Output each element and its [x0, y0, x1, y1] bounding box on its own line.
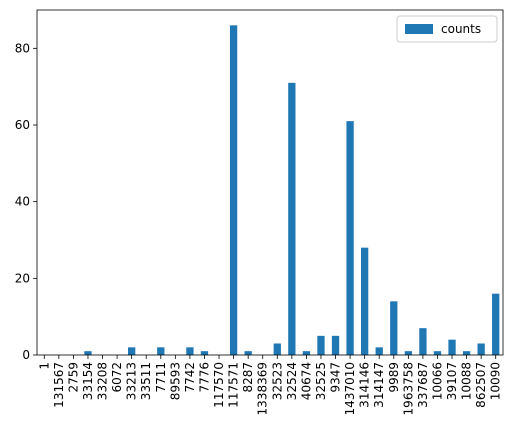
x-tick-label: 8287 [241, 362, 255, 393]
y-tick-label: 40 [15, 195, 30, 209]
x-tick-label: 1437010 [343, 362, 357, 415]
bar [346, 121, 354, 356]
bar [186, 347, 194, 355]
bar [462, 351, 471, 355]
x-tick-label: 314147 [372, 362, 386, 408]
x-tick-label: 33154 [81, 362, 95, 400]
bar [390, 301, 398, 355]
legend-label: counts [441, 22, 481, 36]
x-tick-label: 7776 [197, 362, 211, 393]
x-tick-label: 32525 [314, 362, 328, 400]
x-tick-label: 10066 [430, 362, 444, 400]
legend-box [396, 15, 498, 43]
y-tick-label: 60 [15, 118, 30, 132]
x-tick-label: 7742 [183, 362, 197, 393]
bar [361, 247, 369, 355]
bar [84, 351, 92, 355]
x-tick-label: 2759 [66, 362, 80, 393]
bar [477, 343, 485, 355]
x-tick-label: 6072 [110, 362, 124, 393]
bar [288, 82, 296, 355]
x-tick-label: 10090 [489, 362, 503, 400]
bar [404, 351, 412, 355]
x-tick-label: 117570 [212, 362, 226, 408]
x-tick-label: 314146 [358, 362, 372, 408]
x-tick-label: 39107 [445, 362, 459, 400]
x-tick-label: 9347 [329, 362, 343, 393]
x-tick-label: 1 [37, 362, 51, 370]
y-tick-label: 80 [15, 41, 30, 55]
x-tick-label: 9989 [387, 362, 401, 393]
x-tick-label: 10088 [460, 362, 474, 400]
x-tick-label: 862507 [474, 362, 488, 408]
legend-swatch [405, 24, 433, 34]
bar [200, 351, 209, 355]
y-tick-label: 20 [15, 271, 30, 285]
x-tick-label: 89593 [168, 362, 182, 400]
x-tick-label: 33511 [139, 362, 153, 400]
bar [273, 343, 281, 355]
bar [317, 335, 325, 355]
x-tick-label: 337687 [416, 362, 430, 408]
plot-frame [36, 9, 504, 356]
bar [433, 351, 442, 355]
bar [302, 351, 311, 355]
bar [331, 335, 340, 355]
bar [448, 339, 456, 355]
bar [375, 347, 383, 355]
bar [419, 328, 427, 355]
bar [128, 347, 136, 355]
x-tick-label: 33208 [96, 362, 110, 400]
bar [244, 351, 252, 355]
x-tick-label: 117571 [227, 362, 241, 408]
x-tick-label: 33213 [125, 362, 139, 400]
x-tick-label: 1338369 [256, 362, 270, 415]
bar [229, 25, 238, 355]
x-tick-label: 131567 [52, 362, 66, 408]
bar [157, 347, 165, 355]
y-tick-label: 0 [22, 348, 30, 362]
bar [492, 293, 500, 355]
x-tick-label: 40674 [299, 362, 313, 400]
x-tick-label: 32524 [285, 362, 299, 400]
x-tick-label: 7711 [154, 362, 168, 393]
x-tick-label: 32523 [270, 362, 284, 400]
x-tick-label: 1963758 [401, 362, 415, 415]
